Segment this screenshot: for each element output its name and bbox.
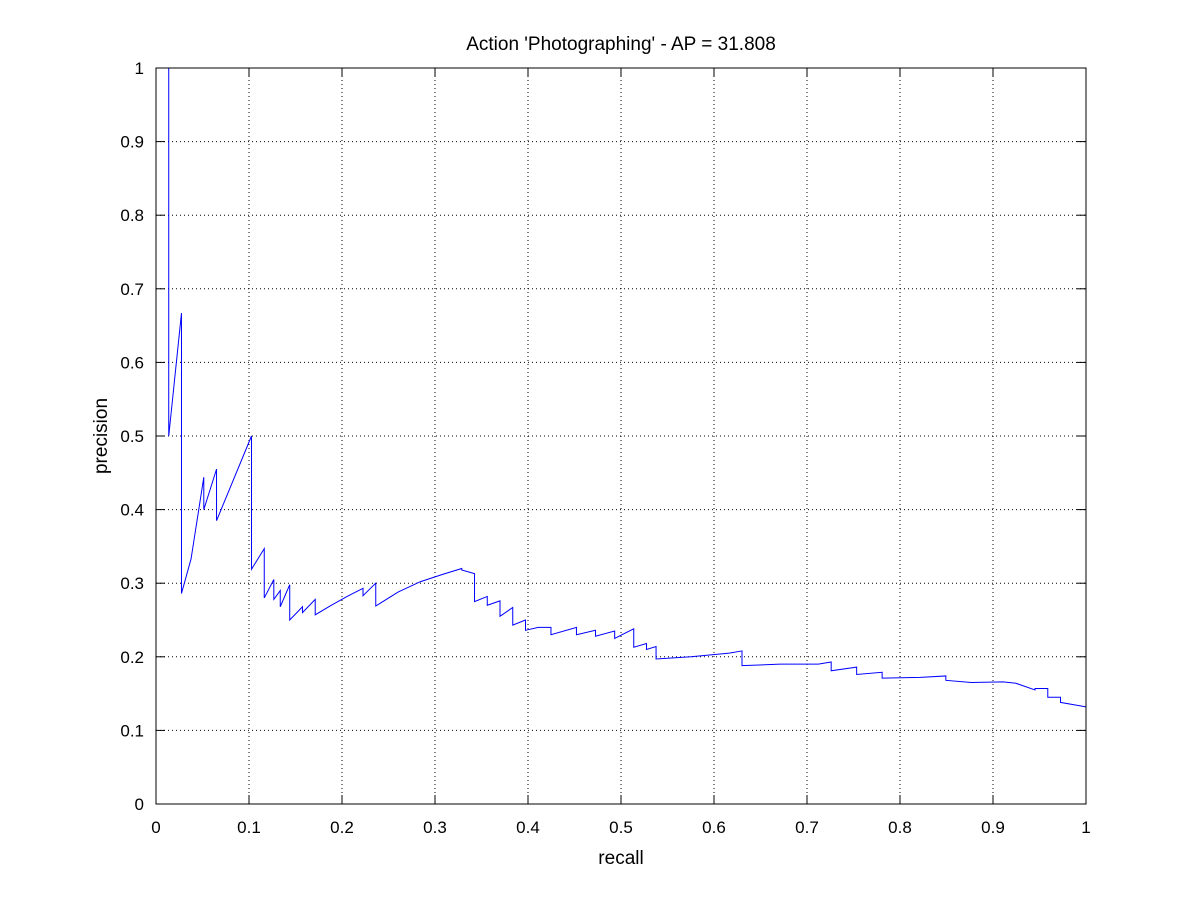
x-tick-label: 0 xyxy=(151,818,160,837)
x-tick-label: 0.7 xyxy=(795,818,819,837)
series-layer xyxy=(168,68,1087,708)
y-tick-label: 0.8 xyxy=(120,206,144,225)
x-tick-label: 0.3 xyxy=(423,818,447,837)
y-axis-label: precision xyxy=(91,398,112,474)
x-tick-label: 0.2 xyxy=(330,818,354,837)
x-tick-label: 0.4 xyxy=(516,818,540,837)
y-tick-label: 0.2 xyxy=(120,648,144,667)
chart-title: Action 'Photographing' - AP = 31.808 xyxy=(466,34,776,55)
y-tick-label: 1 xyxy=(135,59,144,78)
y-tick-label: 0.6 xyxy=(120,353,144,372)
y-tick-label: 0.7 xyxy=(120,280,144,299)
x-tick-label: 0.1 xyxy=(237,818,261,837)
grid-lines xyxy=(156,68,1086,804)
y-tick-label: 0.9 xyxy=(120,133,144,152)
y-tick-label: 0.5 xyxy=(120,427,144,446)
x-tick-label: 1 xyxy=(1081,818,1090,837)
y-tick-label: 0 xyxy=(135,795,144,814)
x-tick-label: 0.8 xyxy=(888,818,912,837)
plot-area-frame xyxy=(155,67,1087,805)
x-axis-label: recall xyxy=(598,848,643,869)
y-tick-label: 0.4 xyxy=(120,501,144,520)
y-tick-label: 0.3 xyxy=(120,574,144,593)
precision-recall-line xyxy=(168,68,1087,708)
tick-labels: 0 0.1 0.2 0.3 0.4 0.5 0.6 0.7 0.8 0.9 1 0 0.1 0.2 0.3 0… xyxy=(120,59,1090,837)
x-tick-label: 0.9 xyxy=(981,818,1005,837)
y-tick-label: 0.1 xyxy=(120,721,144,740)
x-tick-label: 0.5 xyxy=(609,818,633,837)
x-tick-label: 0.6 xyxy=(702,818,726,837)
